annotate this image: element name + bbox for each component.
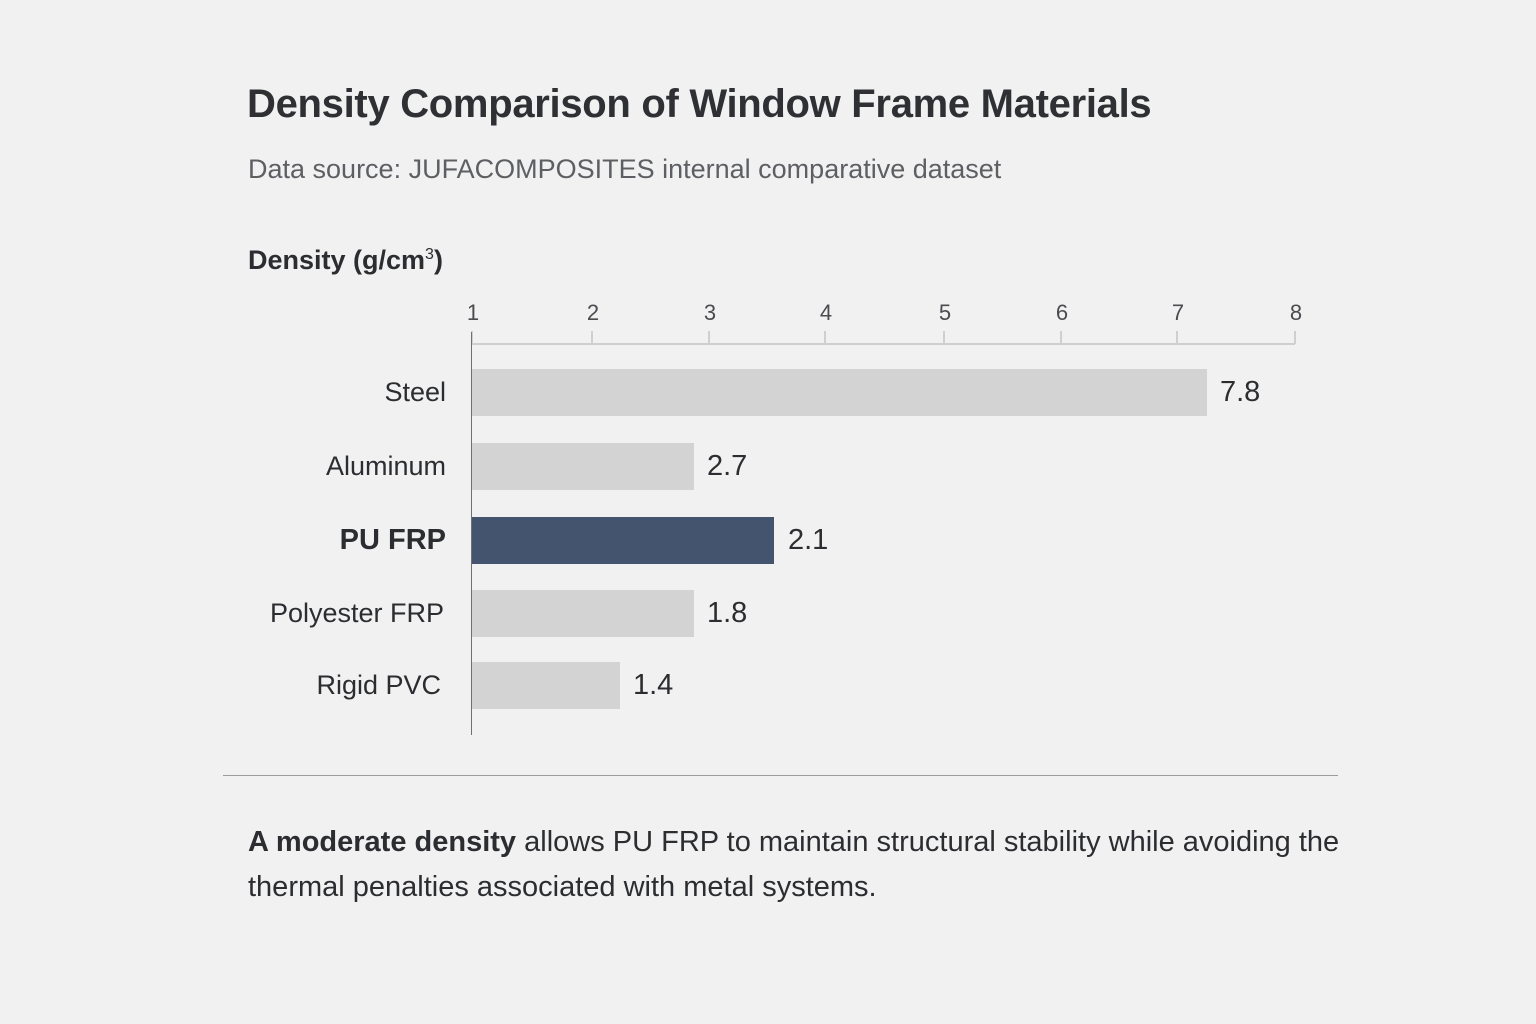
x-tick-label: 4	[819, 300, 833, 325]
x-tick-mark	[471, 331, 473, 344]
x-axis-title: Density (g/cm3)	[248, 245, 443, 276]
category-label-pu-frp: PU FRP	[339, 524, 446, 556]
x-tick-label: 2	[586, 300, 600, 325]
x-tick-mark	[1060, 331, 1062, 344]
value-label-aluminum: 2.7	[707, 450, 748, 482]
value-label-rigid-pvc: 1.4	[633, 669, 674, 701]
x-tick-label: 7	[1171, 300, 1185, 325]
footnote-text: allows PU FRP to maintain structural sta…	[248, 826, 1340, 903]
value-label-polyester-frp: 1.8	[707, 597, 748, 629]
x-tick-label: 3	[703, 300, 717, 325]
bar-rigid-pvc	[472, 662, 620, 709]
bar-pu-frp	[472, 517, 774, 564]
x-tick-mark	[943, 331, 945, 344]
x-axis-line	[472, 343, 1295, 345]
x-tick-mark	[1294, 331, 1296, 344]
section-divider	[223, 775, 1338, 776]
x-tick-label: 6	[1055, 300, 1069, 325]
bar-polyester-frp	[472, 590, 694, 637]
axis-title-text: Density (g/cm	[248, 245, 426, 275]
axis-title-superscript: 3	[425, 246, 434, 263]
category-label-rigid-pvc: Rigid PVC	[316, 670, 441, 700]
x-tick-mark	[1176, 331, 1178, 344]
footnote: A moderate density allows PU FRP to main…	[248, 820, 1348, 910]
x-tick-label: 8	[1289, 300, 1303, 325]
x-tick-mark	[708, 331, 710, 344]
footnote-emphasis: A moderate density	[248, 826, 517, 858]
chart-subtitle: Data source: JUFACOMPOSITES internal com…	[248, 154, 1002, 184]
x-tick-mark	[591, 331, 593, 344]
value-label-steel: 7.8	[1220, 376, 1261, 408]
axis-title-close: )	[433, 245, 443, 275]
category-label-steel: Steel	[384, 377, 446, 407]
x-tick-label: 5	[938, 300, 952, 325]
x-tick-mark	[824, 331, 826, 344]
bar-aluminum	[472, 443, 694, 490]
value-label-pu-frp: 2.1	[788, 524, 829, 556]
chart-title: Density Comparison of Window Frame Mater…	[247, 82, 1152, 126]
bar-steel	[472, 369, 1207, 416]
category-label-aluminum: Aluminum	[325, 451, 446, 481]
x-tick-label: 1	[466, 300, 480, 325]
y-axis-line	[471, 332, 472, 735]
category-label-polyester-frp: Polyester FRP	[269, 598, 444, 628]
